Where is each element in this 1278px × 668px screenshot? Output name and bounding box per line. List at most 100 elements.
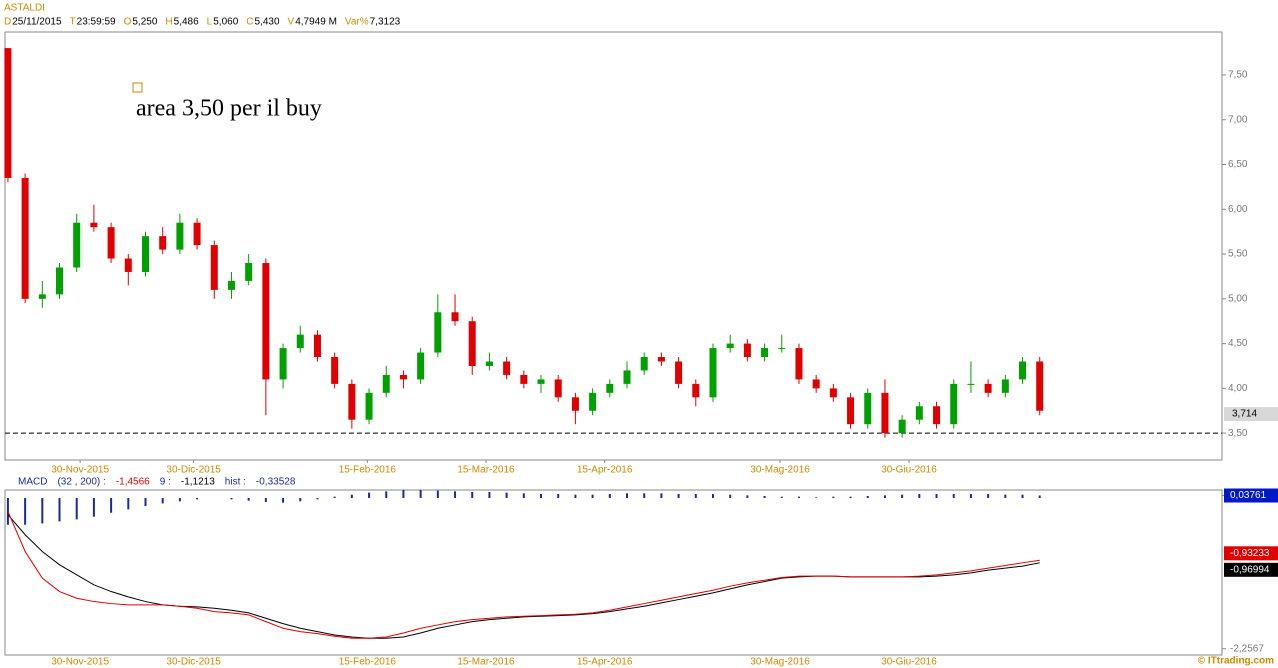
candle-body — [227, 280, 235, 290]
candle-body — [107, 227, 115, 259]
candle-body — [554, 379, 562, 398]
x-tick-label: 15-Mar-2016 — [457, 465, 515, 476]
macd-header: -1,1213 — [181, 477, 215, 488]
candle-body — [331, 357, 339, 384]
candle-body — [399, 374, 407, 380]
y2-tick-label: 0,03761 — [1230, 490, 1267, 501]
candle-body — [210, 245, 218, 290]
candle-body — [709, 348, 717, 398]
macd-header: -0,33528 — [256, 477, 296, 488]
candle-body — [881, 392, 889, 434]
header-value: 5,486 — [174, 17, 199, 28]
value-label: -0,96994 — [1230, 564, 1270, 575]
x-tick-label: 30-Mag-2016 — [750, 465, 810, 476]
candle-body — [279, 348, 287, 380]
header-key: V — [288, 17, 295, 28]
candle-body — [159, 236, 167, 250]
header-value: 7,3123 — [370, 17, 401, 28]
candle-body — [365, 392, 373, 420]
macd-header: 9 : — [160, 477, 171, 488]
candle-body — [589, 392, 597, 411]
candle-body — [829, 388, 837, 398]
macd-panel — [4, 489, 1223, 656]
chart-title: ASTALDI — [4, 3, 45, 14]
header-value: 5,430 — [255, 17, 280, 28]
y2-tick-label: -2,2567 — [1230, 643, 1264, 654]
candle-body — [451, 312, 459, 322]
candle-body — [296, 334, 304, 349]
x-tick-label: 30-Mag-2016 — [750, 657, 810, 668]
candle-body — [1036, 361, 1044, 411]
candle-body — [176, 222, 184, 250]
last-price-box — [1224, 406, 1278, 421]
candle-body — [864, 392, 872, 425]
header-key: H — [165, 17, 172, 28]
x-tick-label: 30-Dic-2015 — [166, 657, 221, 668]
candle-body — [1001, 379, 1009, 393]
candle-body — [1019, 361, 1027, 380]
candle-body — [915, 406, 923, 420]
candle-body — [967, 383, 975, 385]
candle-body — [313, 334, 321, 358]
candle-body — [692, 383, 700, 398]
candle-body — [193, 222, 201, 246]
value-label: -0,93233 — [1230, 548, 1270, 559]
candle-body — [571, 397, 579, 411]
header-value: 5,060 — [213, 17, 238, 28]
y-tick-label: 6,50 — [1228, 159, 1248, 170]
candle-body — [640, 357, 648, 371]
x-tick-label: 15-Apr-2016 — [577, 657, 633, 668]
candle-body — [417, 352, 425, 380]
header-key: C — [246, 17, 253, 28]
header-key: T — [70, 17, 76, 28]
x-tick-label: 30-Giu-2016 — [881, 657, 937, 668]
candle-body — [124, 258, 132, 272]
macd-line — [7, 511, 1040, 639]
x-tick-label: 30-Giu-2016 — [881, 465, 937, 476]
candle-body — [812, 379, 820, 389]
x-tick-label: 15-Mar-2016 — [457, 657, 515, 668]
candle-body — [743, 343, 751, 358]
candle-body — [984, 383, 992, 393]
candle-body — [21, 177, 29, 299]
header-value: 23:59:59 — [77, 17, 116, 28]
candle-body — [56, 267, 64, 295]
candle-body — [348, 383, 356, 420]
y-tick-label: 3,50 — [1228, 428, 1248, 439]
y-tick-label: 7,50 — [1228, 70, 1248, 81]
candle-body — [933, 406, 941, 425]
candle-body — [262, 263, 270, 380]
price-panel — [4, 31, 1223, 461]
y2-tick-box — [1224, 488, 1278, 503]
candle-body — [245, 263, 253, 281]
x-tick-label: 15-Feb-2016 — [339, 657, 397, 668]
header-key: D — [4, 17, 11, 28]
header-key: L — [207, 17, 213, 28]
annotation-marker — [132, 82, 143, 93]
x-tick-label: 30-Dic-2015 — [166, 465, 221, 476]
candle-body — [726, 343, 734, 349]
macd-header: (32 , 200) : — [57, 477, 105, 488]
y-tick-label: 7,00 — [1228, 114, 1248, 125]
value-label-box — [1224, 562, 1278, 577]
annotation: area 3,50 per il buy — [136, 96, 322, 122]
candle-body — [503, 361, 511, 375]
header-key: Var% — [345, 17, 369, 28]
y-tick-label: 4,50 — [1228, 338, 1248, 349]
header-value: 5,250 — [132, 17, 157, 28]
candle-body — [950, 383, 958, 425]
candle-body — [657, 357, 665, 362]
candle-body — [4, 48, 12, 178]
footer: © ITtrading.com — [1198, 656, 1274, 667]
header-key: O — [124, 17, 132, 28]
candle-body — [898, 419, 906, 434]
macd-header: hist : — [225, 477, 246, 488]
y-tick-label: 6,00 — [1228, 204, 1248, 215]
candle-body — [623, 370, 631, 384]
candle-body — [485, 361, 493, 366]
header-value: 4,7949 M — [295, 17, 337, 28]
x-tick-label: 15-Apr-2016 — [577, 465, 633, 476]
x-tick-label: 30-Nov-2015 — [51, 465, 109, 476]
